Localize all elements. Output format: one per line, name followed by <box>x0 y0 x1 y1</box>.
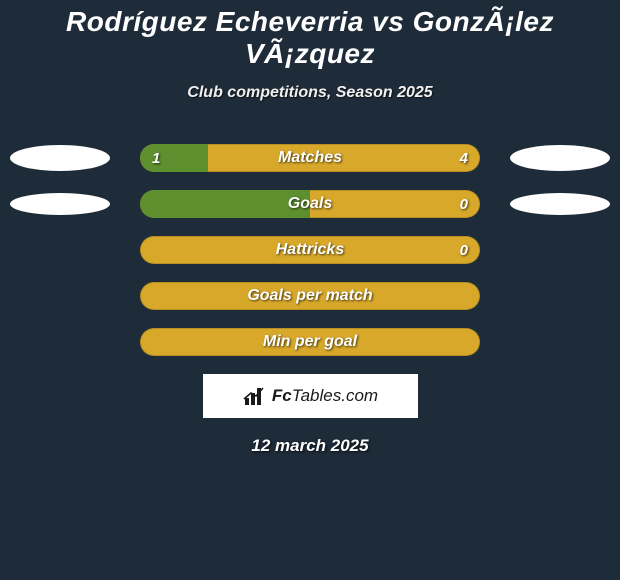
player-left-marker <box>10 193 110 215</box>
stat-bar: Goals per match <box>140 282 480 310</box>
stat-row: Matches1 4 <box>0 144 620 172</box>
stats-list: Matches14Goals0Hattricks0Goals per match… <box>0 144 620 356</box>
stat-bar: Min per goal <box>140 328 480 356</box>
date-label: 12 march 2025 <box>0 436 620 456</box>
stat-bar: Matches1 4 <box>140 144 480 172</box>
stat-row: Goals0 <box>0 190 620 218</box>
player-right-marker <box>510 145 610 171</box>
stat-row: Min per goal <box>0 328 620 356</box>
player-left-marker <box>10 145 110 171</box>
stat-label: Goals per match <box>140 287 480 305</box>
page-title: Rodríguez Echeverria vs GonzÃ¡lez VÃ¡zqu… <box>0 0 620 70</box>
stat-label: Matches <box>140 149 480 167</box>
stat-row: Hattricks0 <box>0 236 620 264</box>
brand-logo: FcTables.com <box>203 374 418 418</box>
bar-chart-icon <box>242 384 266 408</box>
stat-row: Goals per match <box>0 282 620 310</box>
brand-text: FcTables.com <box>272 386 378 406</box>
stat-label: Goals <box>140 195 480 213</box>
subtitle: Club competitions, Season 2025 <box>0 84 620 102</box>
stat-right-value: 4 <box>460 150 468 167</box>
player-right-marker <box>510 193 610 215</box>
stat-label: Hattricks <box>140 241 480 259</box>
brand-suffix: Tables.com <box>292 386 378 405</box>
brand-prefix: Fc <box>272 386 292 405</box>
stat-right-value: 0 <box>460 242 468 259</box>
stat-bar: Hattricks0 <box>140 236 480 264</box>
stat-right-value: 0 <box>460 196 468 213</box>
stat-label: Min per goal <box>140 333 480 351</box>
comparison-card: Rodríguez Echeverria vs GonzÃ¡lez VÃ¡zqu… <box>0 0 620 580</box>
stat-left-value: 1 <box>152 150 160 167</box>
stat-bar: Goals0 <box>140 190 480 218</box>
